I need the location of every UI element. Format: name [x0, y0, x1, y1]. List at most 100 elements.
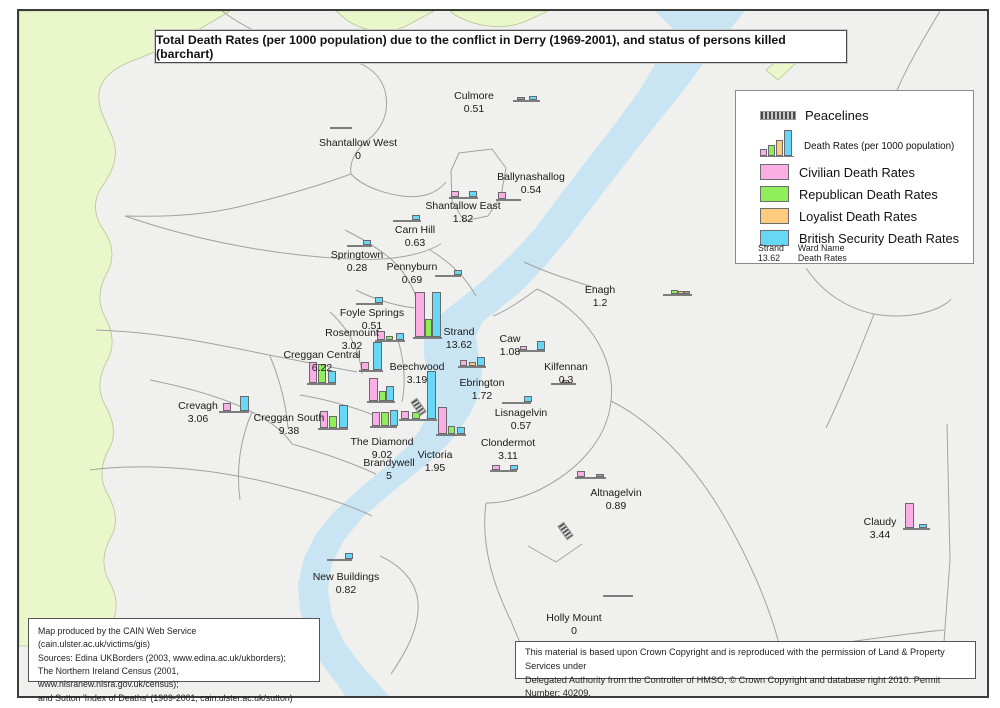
ward-name: Ebrington: [459, 377, 505, 389]
ward-death-rate: 6.22: [311, 361, 333, 374]
ward-death-rate: 0.28: [346, 261, 368, 274]
ward-label: Victoria 1.95: [418, 449, 453, 474]
ward-death-rate: 0.3: [558, 373, 574, 386]
bar-brit: [529, 96, 537, 100]
ward-name: Springtown: [330, 249, 384, 261]
text-line: This material is based upon Crown Copyri…: [525, 647, 945, 671]
bar-civ: [377, 331, 385, 340]
bar-rep: [425, 319, 432, 337]
bar-civ: [223, 403, 231, 411]
ward-label: Beechwood 3.19: [390, 361, 445, 386]
map-title: Total Death Rates (per 1000 population) …: [156, 32, 786, 61]
peaceline-icon: [760, 111, 796, 120]
bar-brit: [386, 386, 394, 401]
bar-baseline: [367, 401, 395, 403]
bar-civ: [451, 191, 459, 197]
ward-death-rate: 0: [571, 624, 577, 637]
bar-grey: [596, 474, 604, 477]
ward-label: Shantallow East 1.82: [425, 200, 500, 225]
text-line: Map produced by the CAIN Web Service (ca…: [38, 626, 197, 650]
bar-baseline: [413, 337, 442, 339]
legend-item: British Security Death Rates: [760, 227, 959, 249]
source-note: Map produced by the CAIN Web Service (ca…: [28, 618, 320, 703]
republican-swatch: [760, 186, 789, 202]
bar-brit: [328, 371, 336, 383]
bar-civ: [372, 412, 380, 426]
legend-item-list: Civilian Death Rates Republican Death Rat…: [760, 161, 959, 249]
legend-item-label: Republican Death Rates: [799, 186, 938, 202]
british-security-swatch: [760, 230, 789, 246]
bar-loy: [678, 291, 684, 294]
bar-baseline: [436, 434, 466, 436]
ward-label: Altnagelvin 0.89: [590, 487, 641, 512]
ward-name: Creggan South: [253, 412, 325, 424]
bar-brit: [454, 270, 462, 275]
ward-death-rate: 0.54: [520, 183, 542, 196]
copyright-note: This material is based upon Crown Copyri…: [515, 641, 976, 698]
bar-rep: [448, 426, 455, 434]
ward-name: Caw: [499, 333, 521, 345]
ward-label: Rosemount 3.02: [325, 327, 379, 352]
ward-label: Crevagh 3.06: [178, 400, 218, 425]
bar-baseline: [370, 426, 397, 428]
bar-baseline: [513, 100, 540, 102]
ward-death-rate: 0.82: [335, 583, 357, 596]
civilian-swatch: [760, 164, 789, 180]
bar-baseline: [318, 428, 348, 430]
bar-civ: [577, 471, 585, 477]
ward-label: Lisnagelvin 0.57: [495, 407, 548, 432]
ward-label: Ballynashallog 0.54: [497, 171, 565, 196]
bar-baseline: [551, 383, 576, 385]
bar-civ: [905, 503, 914, 528]
bar-rep: [381, 412, 389, 426]
barchart-icon: [760, 128, 794, 157]
ward-name: Culmore: [454, 90, 494, 102]
ward-label: Creggan South 9.38: [254, 412, 325, 437]
barchart-icon-baseline: [760, 155, 794, 157]
bar-civ: [498, 192, 506, 199]
bar-civ: [320, 411, 328, 428]
ward-death-rate: 1.95: [424, 461, 446, 474]
legend: Peacelines Death Rates (per 1000 populat…: [735, 90, 974, 264]
ward-label: Caw 1.08: [499, 333, 520, 358]
ward-name: Shantallow West: [318, 137, 398, 149]
legend-item: Civilian Death Rates: [760, 161, 959, 183]
bar-baseline: [359, 370, 383, 372]
ward-death-rate: 0.51: [361, 319, 383, 332]
ward-death-rate: 1.08: [499, 345, 521, 358]
ward-label: New Buildings 0.82: [313, 571, 380, 596]
ward-name: Strand: [443, 326, 475, 338]
ward-name: Claudy: [863, 516, 897, 528]
bar-baseline: [330, 127, 352, 129]
text-line: Delegated Authority from the Controller …: [525, 674, 941, 699]
ward-name: New Buildings: [312, 571, 380, 583]
ward-name: Lisnagelvin: [494, 407, 548, 419]
ward-death-rate: 0: [355, 149, 361, 162]
bar-rep: [386, 336, 393, 340]
ward-label: Claudy 3.44: [864, 516, 897, 541]
ward-death-rate: 5: [386, 469, 392, 482]
ward-name: Ballynashallog: [497, 171, 565, 183]
ward-death-rate: 1.72: [471, 389, 493, 402]
legend-item: Republican Death Rates: [760, 183, 959, 205]
legend-item-label: British Security Death Rates: [799, 230, 960, 246]
legend-example: Strand 13.62 Ward Name Death Rates: [758, 243, 847, 263]
bar-loy: [562, 380, 569, 383]
bar-brit: [510, 465, 518, 470]
ward-death-rate: 1.2: [592, 296, 608, 309]
bar-brit: [469, 191, 477, 197]
ward-death-rate: 0.51: [463, 102, 485, 115]
bar-brit: [373, 342, 382, 370]
bar-baseline: [518, 350, 545, 352]
ward-label: Creggan Central 6.22: [283, 349, 360, 374]
bar-brit: [427, 371, 436, 419]
bar-brit: [396, 333, 404, 340]
ward-name: Altnagelvin: [590, 487, 642, 499]
bar-brit: [345, 553, 353, 559]
bar-brit: [339, 405, 348, 428]
legend-item-label: Civilian Death Rates: [799, 164, 915, 180]
ward-name: Holly Mount: [546, 612, 602, 624]
map-title-box: Total Death Rates (per 1000 population) …: [154, 29, 848, 64]
bar-baseline: [356, 303, 383, 305]
bar-grey: [517, 97, 525, 100]
